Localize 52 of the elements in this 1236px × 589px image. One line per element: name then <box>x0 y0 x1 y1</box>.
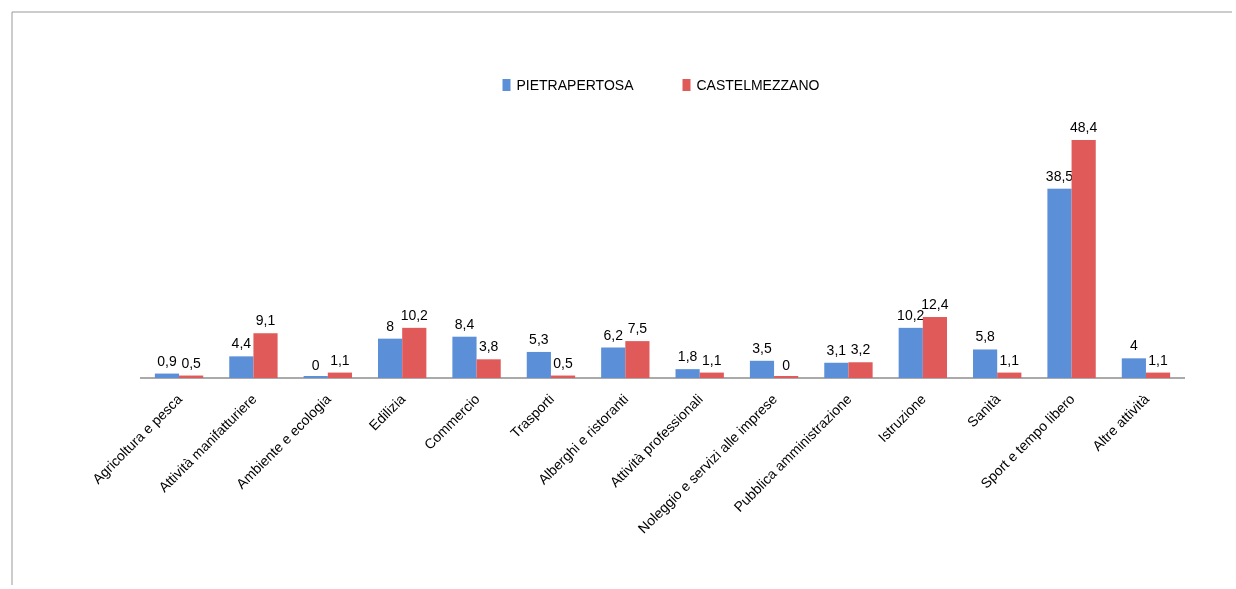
data-label: 1,1 <box>702 351 722 368</box>
bar <box>526 351 551 378</box>
data-label: 3,1 <box>826 341 847 358</box>
bar <box>824 362 849 378</box>
bar <box>327 372 352 378</box>
bar <box>1145 372 1171 378</box>
bar <box>452 336 477 378</box>
data-label: 1,1 <box>999 351 1020 368</box>
bar <box>675 369 700 378</box>
bar <box>253 333 278 378</box>
bar <box>922 317 947 378</box>
data-label: 38,5 <box>1045 167 1074 184</box>
data-label: 1,1 <box>1148 351 1168 368</box>
data-label: 3,5 <box>752 339 772 356</box>
bar <box>1071 140 1096 378</box>
data-label: 0 <box>782 357 791 373</box>
bar <box>898 327 923 378</box>
bar <box>154 373 180 378</box>
data-label: 0,9 <box>157 352 177 369</box>
data-label: 5,3 <box>529 330 549 347</box>
legend-label: CASTELMEZZANO <box>696 77 820 93</box>
data-label: 8 <box>386 317 395 334</box>
bar <box>973 349 998 378</box>
bar <box>1047 188 1072 378</box>
data-label: 8,4 <box>454 315 475 332</box>
data-label: 5,8 <box>975 328 996 345</box>
bar <box>997 372 1022 378</box>
data-label: 0,5 <box>181 354 202 371</box>
bar <box>699 372 724 378</box>
data-label: 1,1 <box>330 351 350 368</box>
bar <box>402 327 427 378</box>
data-label: 9,1 <box>255 312 276 329</box>
data-label: 0,5 <box>553 354 573 371</box>
bar <box>625 341 650 378</box>
bar <box>601 347 626 378</box>
bar <box>749 360 775 378</box>
bar <box>848 362 873 378</box>
bar <box>229 356 254 378</box>
data-label: 0 <box>311 357 320 373</box>
data-label: 1,8 <box>677 348 698 365</box>
bar <box>1121 358 1146 378</box>
data-label: 48,4 <box>1070 119 1098 135</box>
data-label: 6,2 <box>603 326 624 343</box>
bar <box>476 359 501 378</box>
data-label: 4,4 <box>231 335 252 352</box>
bar <box>378 338 403 378</box>
data-label: 3,8 <box>478 338 499 355</box>
data-label: 10,2 <box>400 306 429 323</box>
data-label: 4 <box>1129 337 1138 354</box>
legend-label: PIETRAPERTOSA <box>516 77 635 93</box>
data-label: 7,5 <box>627 320 648 337</box>
data-label: 3,2 <box>850 341 871 358</box>
